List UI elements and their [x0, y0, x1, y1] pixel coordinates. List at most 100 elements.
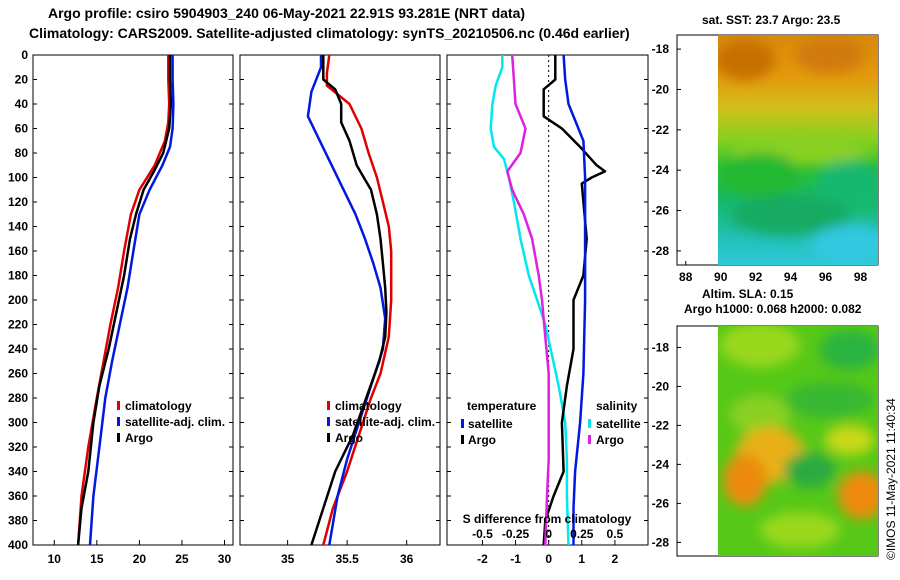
- series-line-argo: [310, 55, 388, 546]
- depth-tick-label: 400: [8, 538, 28, 552]
- secondary-x-tick-label: 0.25: [570, 527, 594, 541]
- sst-map-y-tick-label: -22: [652, 123, 670, 137]
- imos-credit: ©IMOS 11-May-2021 11:40:34: [884, 398, 898, 560]
- x-tick-label: 20: [133, 552, 147, 566]
- depth-tick-label: 240: [8, 342, 28, 356]
- depth-tick-label: 220: [8, 318, 28, 332]
- depth-tick-label: 20: [15, 73, 29, 87]
- legend-swatch: [461, 419, 464, 428]
- depth-tick-label: 200: [8, 293, 28, 307]
- series-line-climatology: [322, 54, 393, 546]
- sla-map-y-tick-label: -26: [652, 496, 670, 510]
- x-tick-label: 15: [90, 552, 104, 566]
- legend-label: Argo: [125, 431, 153, 445]
- depth-tick-label: 180: [8, 269, 28, 283]
- sst-map-y-tick-label: -28: [652, 244, 670, 258]
- sla-map-y-tick-label: -20: [652, 379, 670, 393]
- depth-tick-label: 380: [8, 514, 28, 528]
- legend-label: satellite-adj. clim.: [125, 415, 225, 429]
- sst-map-image: [718, 35, 878, 265]
- depth-tick-label: 120: [8, 195, 28, 209]
- sst-map-title: sat. SST: 23.7 Argo: 23.5: [702, 13, 841, 27]
- sla-map-y-tick-label: -18: [652, 340, 670, 354]
- legend-label: satellite-adj. clim.: [335, 415, 435, 429]
- series-line-climatology: [76, 55, 171, 546]
- sst-map-x-tick-label: 92: [749, 270, 763, 284]
- series-line-satellite-adj-clim-: [88, 55, 175, 546]
- x-tick-label: -2: [477, 552, 488, 566]
- x-tick-label: 1: [578, 552, 585, 566]
- series-line-salinity-satellite: [562, 54, 587, 545]
- x-tick-label: 10: [48, 552, 62, 566]
- title-line-2: Climatology: CARS2009. Satellite-adjuste…: [29, 25, 630, 41]
- secondary-x-tick-label: -0.25: [502, 527, 530, 541]
- sst-map-x-tick-label: 96: [819, 270, 833, 284]
- legend-label: satellite: [596, 417, 641, 431]
- x-tick-label: 35: [281, 552, 295, 566]
- x-tick-label: 36: [400, 552, 414, 566]
- series-line-salinity-argo: [506, 54, 550, 546]
- depth-tick-label: 340: [8, 465, 28, 479]
- depth-tick-label: 360: [8, 489, 28, 503]
- x-tick-label: 0: [545, 552, 552, 566]
- x-tick-label: 2: [612, 552, 619, 566]
- sla-map-image: [718, 326, 878, 556]
- sla-map-y-tick-label: -24: [652, 457, 670, 471]
- sst-map-y-tick-label: -24: [652, 163, 670, 177]
- legend-label: Argo: [468, 433, 496, 447]
- legend-swatch: [327, 401, 330, 410]
- legend-label: Argo: [335, 431, 363, 445]
- legend-swatch: [117, 433, 120, 442]
- legend-label: satellite: [468, 417, 513, 431]
- legend-swatch: [117, 401, 120, 410]
- depth-tick-label: 160: [8, 244, 28, 258]
- series-line-argo: [76, 55, 173, 546]
- series-line-satellite-adj-clim-: [306, 55, 387, 546]
- x-tick-label: 35.5: [335, 552, 359, 566]
- sst-map-x-tick-label: 98: [854, 270, 868, 284]
- depth-tick-label: 40: [15, 97, 29, 111]
- title-line-1: Argo profile: csiro 5904903_240 06-May-2…: [48, 5, 526, 21]
- depth-tick-label: 260: [8, 367, 28, 381]
- depth-tick-label: 280: [8, 391, 28, 405]
- legend-label: climatology: [335, 399, 402, 413]
- sst-map-y-tick-label: -20: [652, 82, 670, 96]
- legend-swatch: [588, 419, 591, 428]
- legend-label: Argo: [596, 433, 624, 447]
- sst-map-x-tick-label: 88: [679, 270, 693, 284]
- depth-tick-label: 60: [15, 122, 29, 136]
- legend-swatch: [461, 435, 464, 444]
- depth-tick-label: 100: [8, 171, 28, 185]
- sst-map-x-tick-label: 94: [784, 270, 798, 284]
- depth-tick-label: 80: [15, 146, 29, 160]
- plot-frame-2: [239, 54, 441, 546]
- sst-map-y-tick-label: -18: [652, 42, 670, 56]
- secondary-x-tick-label: 0.5: [607, 527, 624, 541]
- legend-group-title: salinity: [596, 399, 638, 413]
- legend-swatch: [327, 433, 330, 442]
- secondary-x-tick-label: -0.5: [472, 527, 493, 541]
- secondary-axis-label: S difference from climatology: [463, 512, 632, 526]
- legend-swatch: [117, 417, 120, 426]
- x-tick-label: 30: [218, 552, 232, 566]
- plot-frame-1: [32, 54, 234, 546]
- legend-swatch: [588, 435, 591, 444]
- sst-map-y-tick-label: -26: [652, 204, 670, 218]
- secondary-x-tick-label: 0: [545, 527, 552, 541]
- sla-map-y-tick-label: -28: [652, 535, 670, 549]
- legend-group-title: temperature: [467, 399, 537, 413]
- depth-tick-label: 140: [8, 220, 28, 234]
- sst-map-x-tick-label: 90: [714, 270, 728, 284]
- series-line-temperature-argo: [542, 55, 607, 546]
- sla-map-y-tick-label: -22: [652, 418, 670, 432]
- depth-tick-label: 0: [21, 48, 28, 62]
- depth-tick-label: 320: [8, 440, 28, 454]
- sla-map-subtitle: Argo h1000: 0.068 h2000: 0.082: [684, 302, 862, 316]
- x-tick-label: 25: [175, 552, 189, 566]
- sla-map-title: Altim. SLA: 0.15: [702, 287, 794, 301]
- legend-label: climatology: [125, 399, 192, 413]
- legend-swatch: [327, 417, 330, 426]
- plot-layer: 0204060801001201401601802002202402602803…: [8, 34, 879, 566]
